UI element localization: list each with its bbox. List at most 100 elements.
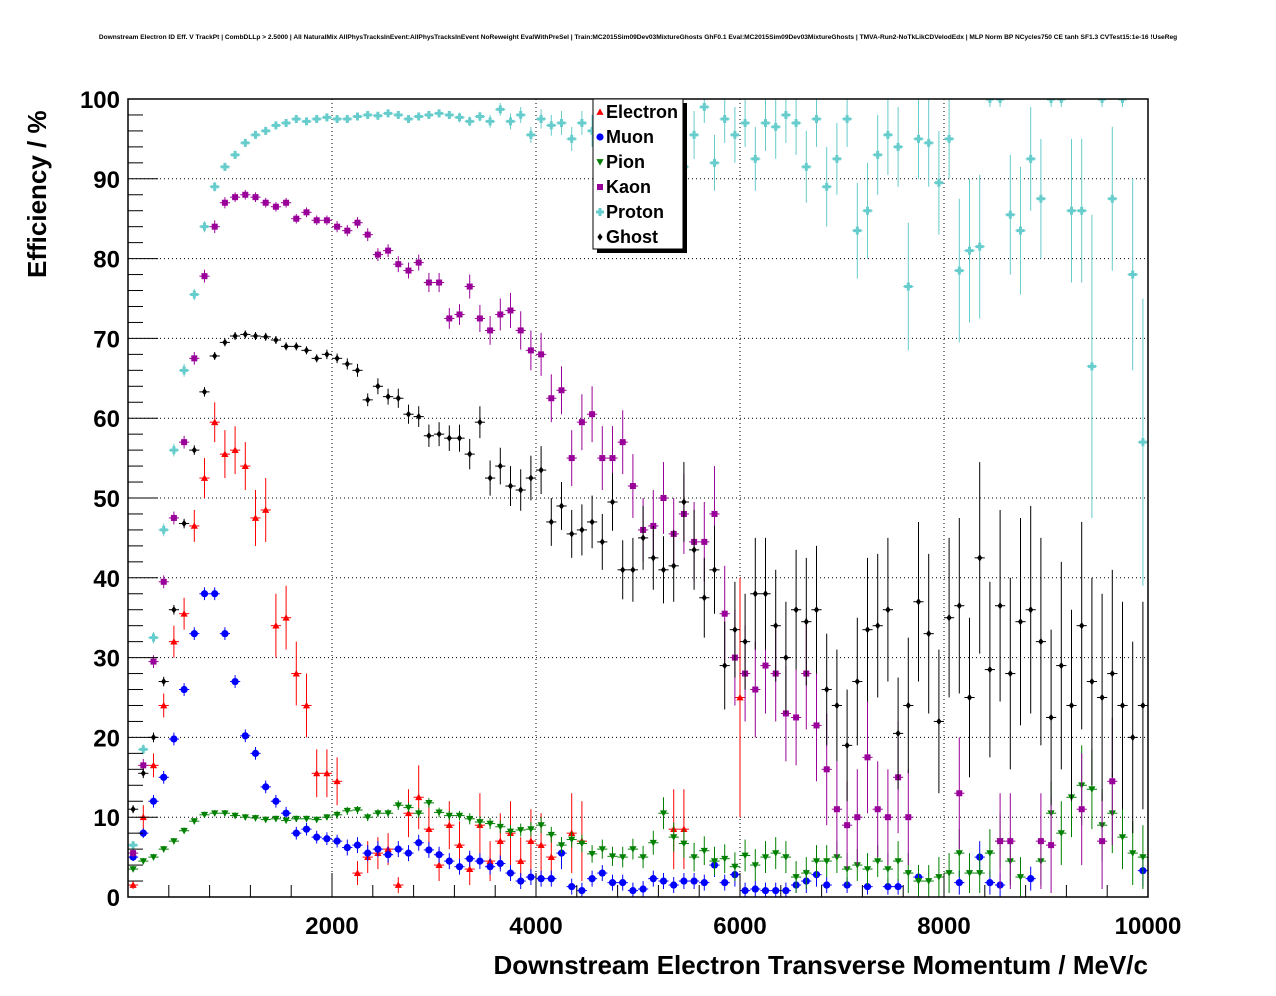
- data-point: [262, 199, 269, 206]
- data-point: [1119, 701, 1126, 710]
- data-point: [404, 809, 413, 817]
- data-point: [518, 486, 524, 494]
- legend-marker: [597, 233, 603, 241]
- data-point: [762, 590, 769, 598]
- data-point: [773, 622, 779, 630]
- data-point: [793, 714, 800, 721]
- data-point: [149, 761, 158, 769]
- data-point: [1048, 713, 1054, 722]
- data-point: [905, 701, 911, 710]
- data-point: [527, 347, 534, 354]
- data-point: [894, 883, 902, 891]
- data-point: [313, 833, 321, 841]
- data-point: [241, 138, 250, 147]
- data-point: [395, 261, 402, 268]
- data-point: [1057, 830, 1065, 837]
- data-point: [873, 150, 882, 159]
- data-point: [761, 854, 770, 861]
- data-point: [884, 883, 892, 891]
- data-point: [129, 881, 137, 888]
- data-point: [527, 837, 535, 845]
- data-point: [314, 354, 320, 362]
- series-ghost: [128, 330, 1148, 834]
- data-point: [180, 685, 188, 694]
- data-point: [425, 825, 433, 833]
- data-point: [354, 219, 361, 226]
- data-point: [251, 749, 260, 757]
- data-point: [975, 242, 984, 251]
- data-point: [323, 814, 331, 821]
- data-point: [466, 283, 473, 290]
- data-point: [231, 677, 239, 686]
- data-point: [384, 851, 392, 859]
- data-point: [834, 701, 840, 710]
- data-point: [619, 854, 627, 861]
- y-tick-label: 0: [107, 885, 120, 912]
- data-point: [1149, 95, 1157, 103]
- data-point: [588, 851, 596, 858]
- data-point: [720, 114, 729, 123]
- data-point: [292, 815, 300, 823]
- data-point: [884, 814, 891, 821]
- data-point: [527, 826, 535, 833]
- data-point: [466, 815, 474, 823]
- data-point: [385, 393, 391, 401]
- data-point: [303, 209, 310, 216]
- data-point: [608, 853, 617, 860]
- data-point: [863, 866, 872, 873]
- data-point: [404, 114, 413, 123]
- data-point: [731, 863, 739, 871]
- data-point: [1078, 806, 1085, 813]
- data-point: [832, 154, 841, 163]
- data-point: [1129, 850, 1137, 857]
- data-point: [322, 113, 331, 122]
- data-point: [558, 502, 565, 510]
- data-point: [945, 134, 954, 143]
- data-point: [823, 858, 831, 865]
- data-point: [201, 388, 208, 396]
- data-point: [915, 598, 922, 606]
- data-point: [527, 873, 535, 881]
- data-point: [569, 530, 575, 538]
- data-point: [547, 875, 555, 883]
- data-point: [263, 333, 269, 341]
- data-point: [222, 338, 228, 346]
- data-point: [283, 199, 290, 206]
- data-point: [1089, 677, 1095, 686]
- data-point: [822, 182, 831, 191]
- data-point: [150, 658, 157, 665]
- data-point: [211, 223, 218, 230]
- data-point: [160, 846, 168, 853]
- data-point: [1016, 874, 1025, 881]
- data-point: [1038, 638, 1044, 646]
- data-point: [272, 203, 279, 210]
- data-point: [394, 845, 402, 853]
- data-point: [741, 852, 749, 860]
- data-point: [813, 722, 820, 729]
- data-point: [925, 878, 933, 885]
- data-point: [251, 130, 260, 139]
- data-point: [466, 855, 474, 863]
- data-point: [190, 818, 198, 825]
- data-point: [455, 841, 464, 849]
- data-point: [282, 809, 290, 817]
- data-point: [130, 805, 136, 813]
- data-point: [353, 807, 362, 814]
- data-point: [487, 474, 493, 482]
- data-point: [598, 846, 606, 853]
- data-point: [987, 665, 993, 674]
- data-point: [751, 885, 759, 893]
- data-point: [517, 827, 525, 834]
- data-point: [792, 118, 801, 127]
- data-point: [526, 130, 535, 139]
- data-point: [517, 877, 525, 885]
- data-point: [783, 654, 789, 662]
- data-point: [486, 117, 495, 126]
- data-point: [843, 114, 852, 123]
- data-point: [752, 686, 759, 693]
- y-tick-label: 10: [93, 805, 120, 832]
- chart-title: Downstream Electron ID Eff. V TrackPt | …: [98, 34, 1178, 41]
- data-point: [333, 114, 342, 123]
- data-point: [252, 194, 259, 201]
- data-point: [496, 823, 504, 831]
